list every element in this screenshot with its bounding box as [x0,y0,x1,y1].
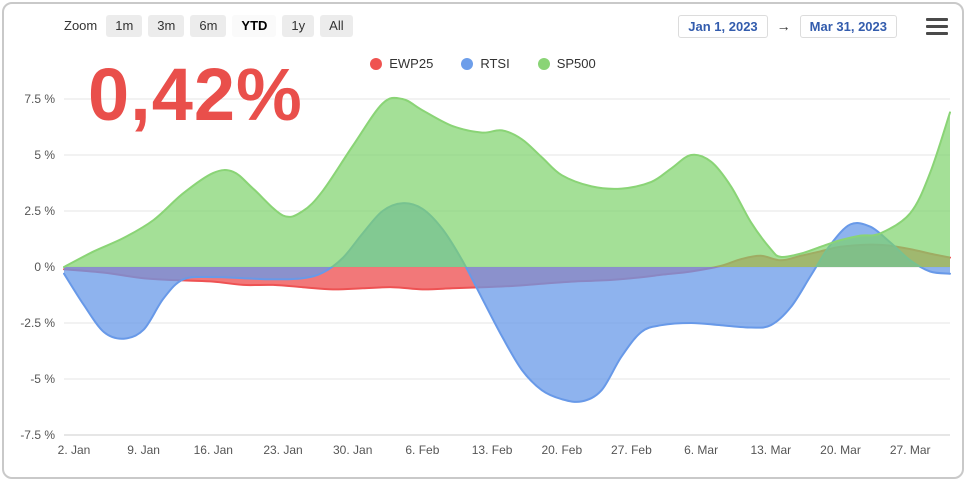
zoom-button-ytd[interactable]: YTD [232,14,277,38]
x-axis-label: 30. Jan [333,443,372,457]
legend-label-ewp25: EWP25 [389,56,434,71]
area-sp500[interactable] [64,97,950,267]
x-axis-label: 9. Jan [127,443,160,457]
y-axis-label: 2.5 % [24,204,55,218]
zoom-button-3m[interactable]: 3m [148,14,185,38]
legend-label-rtsi: RTSI [480,56,510,71]
legend-label-sp500: SP500 [556,56,596,71]
zoom-label: Zoom [64,18,98,34]
line-rtsi[interactable] [63,202,951,403]
x-axis-label: 13. Mar [750,443,791,457]
toolbar: Zoom 1m 3m 6m YTD 1y All Jan 1, 2023 → M… [64,14,950,38]
series-group [63,96,951,403]
legend-item-sp500[interactable]: SP500 [537,56,596,71]
x-axis-labels: 2. Jan 9. Jan 16. Jan 23. Jan 30. Jan 6. Feb 1… [58,443,931,457]
zoom-button-1y[interactable]: 1y [282,14,315,38]
y-axis-label: -2.5 % [20,316,55,330]
zoom-button-all[interactable]: All [320,14,353,38]
x-axis-label: 6. Feb [405,443,439,457]
legend-item-ewp25[interactable]: EWP25 [370,56,433,71]
export-menu-button[interactable] [924,16,950,37]
legend-marker-rtsi [461,57,474,70]
x-axis-label: 6. Mar [684,443,718,457]
legend-item-rtsi[interactable]: RTSI [461,56,510,71]
y-axis-label: -7.5 % [20,428,55,442]
y-axis-label: 7.5 % [24,92,55,106]
y-axis-label: -5 % [30,372,55,386]
range-start-input[interactable]: Jan 1, 2023 [678,14,768,38]
x-axis-label: 20. Mar [820,443,861,457]
range-end-input[interactable]: Mar 31, 2023 [799,14,897,38]
x-axis-label: 2. Jan [58,443,91,457]
x-axis-label: 27. Feb [611,443,652,457]
legend-marker-ewp25 [370,57,383,70]
area-rtsi[interactable] [64,203,950,402]
x-axis-label: 23. Jan [263,443,302,457]
line-sp500[interactable] [63,96,951,268]
legend: EWP25 RTSI SP500 [4,56,962,71]
ytd-return-value: 0,42% [88,53,303,136]
date-range-selector: Jan 1, 2023 → Mar 31, 2023 [678,14,950,38]
range-arrow-icon: → [776,18,791,34]
hamburger-icon [926,17,948,35]
x-axis-label: 13. Feb [472,443,513,457]
x-axis-label: 16. Jan [194,443,233,457]
x-axis-label: 20. Feb [541,443,582,457]
zoom-button-group: Zoom 1m 3m 6m YTD 1y All [64,14,353,38]
x-axis-label: 27. Mar [890,443,931,457]
legend-marker-sp500 [537,57,550,70]
y-axis-label: 0 % [34,260,55,274]
zoom-button-1m[interactable]: 1m [106,14,143,38]
chart-plot-area[interactable]: 7.5 % 5 % 2.5 % 0 % -2.5 % -5 % -7.5 %2. Jan 9.… [4,4,962,477]
zoom-button-6m[interactable]: 6m [190,14,227,38]
y-axis-label: 5 % [34,148,55,162]
